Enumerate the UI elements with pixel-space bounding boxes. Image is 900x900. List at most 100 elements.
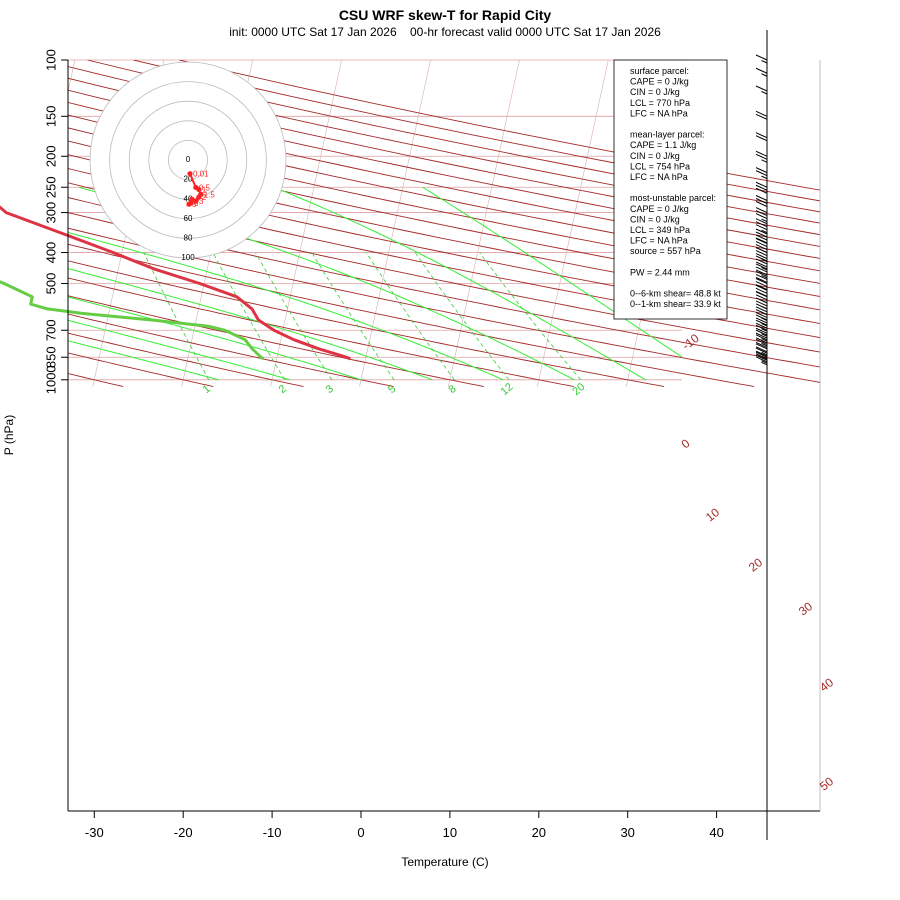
hodograph-ring-label: 0	[186, 155, 191, 164]
wind-barb-full	[755, 237, 768, 244]
isotherm-label: -10	[679, 331, 702, 353]
stats-line: LCL = 770 hPa	[630, 98, 690, 108]
stats-line: surface parcel:	[630, 66, 689, 76]
hodograph-ring-label: 100	[181, 253, 195, 262]
isotherm-label: 20	[746, 555, 765, 574]
wind-barb-full	[755, 198, 768, 204]
wind-barb-half	[761, 361, 768, 366]
wind-barb-full	[755, 238, 768, 245]
mixing-ratio-line	[414, 252, 510, 381]
wind-barb-full	[755, 258, 768, 265]
wind-barb-half	[761, 317, 768, 321]
wind-barb	[755, 343, 768, 356]
wind-barb-full	[755, 327, 768, 334]
wind-barb-full	[755, 341, 768, 348]
wind-barb-full	[755, 241, 768, 248]
wind-barb	[755, 324, 768, 337]
wind-barb-full	[755, 195, 768, 201]
stats-line: LCL = 754 hPa	[630, 161, 690, 171]
wind-barb-column	[755, 30, 768, 840]
wind-barb-full	[755, 207, 768, 214]
hodograph-ring	[167, 139, 208, 180]
x-tick-label: 30	[620, 825, 634, 840]
wind-barb-full	[755, 312, 768, 318]
dry-adiabat-line	[68, 313, 394, 388]
wind-barb-full	[755, 224, 768, 231]
wind-barb-half	[761, 274, 768, 279]
hodograph-ring	[89, 61, 287, 259]
wind-barb-full	[755, 287, 768, 294]
mixing-ratio-label: 12	[498, 381, 515, 398]
dry-adiabat-line	[68, 127, 820, 284]
hodograph-point-label: 1	[202, 185, 207, 194]
wind-barb-full	[755, 276, 768, 283]
wind-barb-full	[755, 343, 768, 350]
wind-barb-full	[755, 351, 768, 358]
stats-line: 0--1-km shear= 33.9 kt	[630, 299, 721, 309]
mixing-ratio-label: 5	[386, 383, 398, 396]
wind-barb-full	[755, 167, 768, 174]
stats-line: LFC = NA hPa	[630, 108, 688, 118]
wind-barb-full	[755, 338, 768, 345]
wind-barb-full	[755, 314, 768, 321]
hodograph-point	[196, 186, 202, 192]
wind-barb-full	[755, 356, 768, 363]
wind-barb-full	[755, 135, 768, 142]
wind-barb-half	[761, 60, 768, 64]
wind-barb-full	[755, 150, 768, 157]
wind-barb-half	[761, 338, 768, 342]
wind-barb-full	[755, 187, 768, 194]
hodograph-point-label: 3	[199, 197, 204, 206]
wind-barb-full	[755, 234, 768, 241]
stats-line: CIN = 0 J/kg	[630, 87, 680, 97]
hodograph-ring-label: 80	[184, 234, 193, 243]
wind-barb-half	[761, 159, 768, 163]
wind-barb-full	[755, 281, 768, 287]
hodograph-point	[189, 196, 195, 202]
mixing-ratio-line	[143, 252, 210, 380]
dry-adiabat-line	[68, 89, 820, 247]
dry-adiabat-line	[68, 77, 820, 236]
isotherm-label: 0	[679, 436, 693, 451]
hodograph-point-label: 4	[195, 195, 200, 204]
isotherm-label: 30	[796, 599, 815, 618]
mixing-ratio-label: 3	[324, 383, 336, 396]
wind-barb-full	[755, 270, 768, 277]
wind-barb-half	[761, 218, 768, 223]
wind-barb-full	[755, 337, 768, 344]
wind-barb-full	[755, 273, 768, 280]
wind-barb-half	[761, 333, 768, 337]
dewpoint-trace	[0, 280, 265, 361]
dry-adiabat-line	[68, 243, 755, 388]
wind-barb-full	[755, 228, 768, 235]
wind-barb-full	[755, 334, 768, 341]
wind-barb	[755, 110, 768, 120]
wind-barb	[755, 338, 768, 348]
wind-barb-full	[755, 300, 768, 307]
wind-barb-full	[755, 213, 768, 220]
mixing-ratio-line	[255, 252, 333, 381]
wind-barb-half	[761, 299, 768, 304]
y-tick-label: 250	[43, 176, 58, 198]
wind-barb-half	[761, 258, 768, 262]
wind-barb-half	[761, 323, 768, 327]
wind-barb-full	[755, 284, 768, 290]
stats-line: most-unstable parcel:	[630, 193, 716, 203]
wind-barb	[755, 132, 768, 142]
wind-barb-full	[755, 218, 768, 225]
x-tick-label: -10	[263, 825, 282, 840]
y-tick-label: 1000	[43, 365, 58, 394]
wind-barb-full	[755, 244, 768, 251]
chart-title: CSU WRF skew-T for Rapid City	[339, 7, 552, 23]
hodograph-point-label: 6	[194, 199, 199, 208]
wind-barb-full	[755, 170, 768, 177]
wind-barb-full	[755, 210, 768, 217]
wind-barb-full	[755, 346, 768, 353]
dry-adiabat-line	[68, 227, 820, 383]
moist-adiabat-line	[68, 319, 291, 381]
wind-barb-full	[755, 221, 768, 228]
dry-adiabat-line	[68, 277, 574, 388]
wind-barb-full	[755, 255, 768, 262]
